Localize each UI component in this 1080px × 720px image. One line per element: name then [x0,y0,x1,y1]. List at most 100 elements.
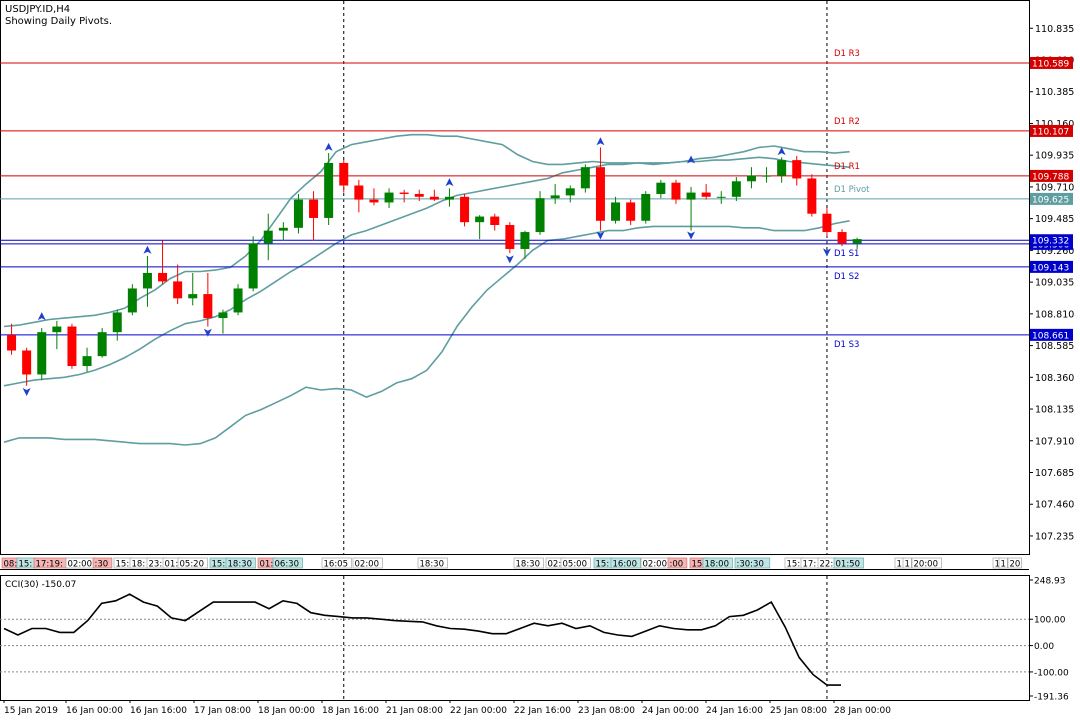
timeline-event-label: 18:30 [228,560,253,570]
candle[interactable] [188,272,198,306]
timeline-event-box[interactable] [225,557,256,569]
candle[interactable] [324,153,334,225]
cci-panel[interactable]: CCI(30) -150.07 248.93 100.00 0.00 -100.00 -1… [0,575,1069,717]
timeline-event-label: 1 [905,560,910,570]
candle[interactable] [263,213,273,261]
candle[interactable] [460,193,470,227]
candle[interactable] [7,323,17,355]
candle[interactable] [611,196,621,224]
candle[interactable] [701,184,711,200]
timeline-event-box[interactable] [272,557,303,569]
timeline-event-box[interactable] [833,557,864,569]
timeline-event-box[interactable] [610,557,641,569]
candle[interactable] [565,185,575,203]
candle[interactable] [822,208,832,237]
timeline-event-label: 23: [149,560,163,570]
candle[interactable] [142,256,152,307]
timeline-event-box[interactable] [92,557,113,569]
candle[interactable] [792,155,802,186]
candle[interactable] [746,167,756,189]
candle[interactable] [686,186,696,231]
candle[interactable] [369,188,379,206]
candle[interactable] [309,191,319,241]
timeline-event-box[interactable] [998,557,1008,569]
candle[interactable] [37,327,47,381]
candle[interactable] [490,213,500,231]
candle[interactable] [520,230,530,259]
candle[interactable] [595,147,605,231]
candle[interactable] [384,188,394,209]
candle[interactable] [762,167,772,183]
candle[interactable] [535,191,545,235]
candle[interactable] [399,189,409,203]
candle[interactable] [475,215,485,240]
candle[interactable] [641,191,651,224]
fractal-up-arrow [777,147,786,156]
candle[interactable] [656,179,666,199]
timeline-event-box[interactable] [911,557,942,569]
timeline-event-box[interactable] [513,557,544,569]
candle[interactable] [339,160,349,193]
price-tick-label: 109.260 [1035,246,1074,257]
candle[interactable] [112,309,122,341]
candle[interactable] [82,347,92,372]
news-timeline-strip[interactable]: 08: 15: 17:19: 02:00:30 15: 18: 23: 01: 05:20 15:… [0,557,1029,570]
candle-body [852,239,862,244]
cci-tick-label: 0.00 [1034,642,1054,652]
candle[interactable] [97,327,107,358]
timeline-event-box[interactable] [734,557,771,569]
candle[interactable] [52,320,62,350]
candle-body [112,312,122,333]
candle[interactable] [218,309,228,334]
candle[interactable] [248,236,258,292]
current-price-tag [1030,234,1073,247]
candle-body [701,192,711,197]
candle[interactable] [505,222,515,254]
timeline-event-label: 22: [820,560,834,570]
candle[interactable] [444,188,454,207]
candle[interactable] [580,164,590,193]
candle-body [626,202,636,221]
candle[interactable] [807,174,817,217]
candle[interactable] [852,237,862,249]
candle[interactable] [550,184,560,204]
candle-body [611,202,621,221]
candle[interactable] [837,229,847,247]
timeline-event-box[interactable] [702,557,733,569]
candle[interactable] [203,272,213,327]
candle[interactable] [293,193,303,234]
timeline-event-box[interactable] [902,557,912,569]
timeline-event-label: 16:00 [613,560,638,570]
candle[interactable] [158,240,168,285]
timeline-event-box[interactable] [667,557,688,569]
candle[interactable] [716,191,726,204]
fractal-up-arrow [596,137,605,146]
candle[interactable] [127,284,137,316]
price-panel[interactable]: 110.835110.610110.385110.160109.935109.7… [0,0,1074,556]
timeline-event-box[interactable] [1007,557,1022,569]
timeline-event-box[interactable] [417,557,448,569]
candle[interactable] [278,222,288,241]
candle-body [505,225,515,249]
candle[interactable] [429,189,439,202]
candle-body [263,230,273,244]
candle[interactable] [777,157,787,183]
timeline-event-box[interactable] [560,557,591,569]
candle[interactable] [233,284,243,316]
pivot-level-label: D1 S2 [834,272,859,282]
timeline-event-box[interactable] [177,557,208,569]
timeline-event-box[interactable] [352,557,383,569]
candle[interactable] [22,347,32,386]
candle[interactable] [173,264,183,304]
candle-body [142,272,152,289]
candle[interactable] [67,323,77,369]
timeline-event-box[interactable] [321,557,352,569]
timeline-event-label: 01: [260,560,274,570]
candle[interactable] [414,189,424,202]
candle[interactable] [354,179,364,213]
candle[interactable] [671,179,681,204]
candle[interactable] [731,177,741,202]
candle[interactable] [626,199,636,225]
